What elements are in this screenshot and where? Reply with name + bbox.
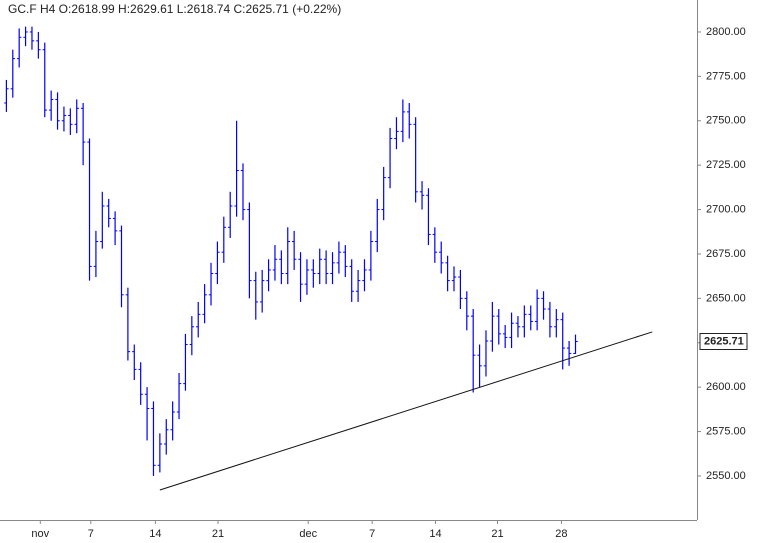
y-tick-label: 2725.00 [706,159,746,171]
last-price-label: 2625.71 [704,335,744,347]
x-tick-label: 14 [429,528,441,540]
y-tick-label: 2575.00 [706,425,746,437]
x-tick-label: nov [31,528,49,540]
last-price-tag [699,332,748,350]
x-tick-label: 28 [555,528,567,540]
y-tick-label: 2750.00 [706,115,746,127]
x-tick-label: 21 [491,528,503,540]
x-tick-label: 7 [369,528,375,540]
x-tick-label: 14 [149,528,161,540]
y-tick-label: 2675.00 [706,248,746,260]
y-tick-label: 2700.00 [706,203,746,215]
y-tick-label: 2775.00 [706,70,746,82]
y-tick-label: 2600.00 [706,381,746,393]
y-tick-label: 2800.00 [706,26,746,38]
x-tick-label: dec [299,528,317,540]
x-tick-label: 7 [88,528,94,540]
y-tick-label: 2550.00 [706,470,746,482]
trendline [159,331,653,491]
x-tick-label: 21 [212,528,224,540]
y-tick-label: 2650.00 [706,292,746,304]
chart-title: GC.F H4 O:2618.99 H:2629.61 L:2618.74 C:… [8,2,341,16]
